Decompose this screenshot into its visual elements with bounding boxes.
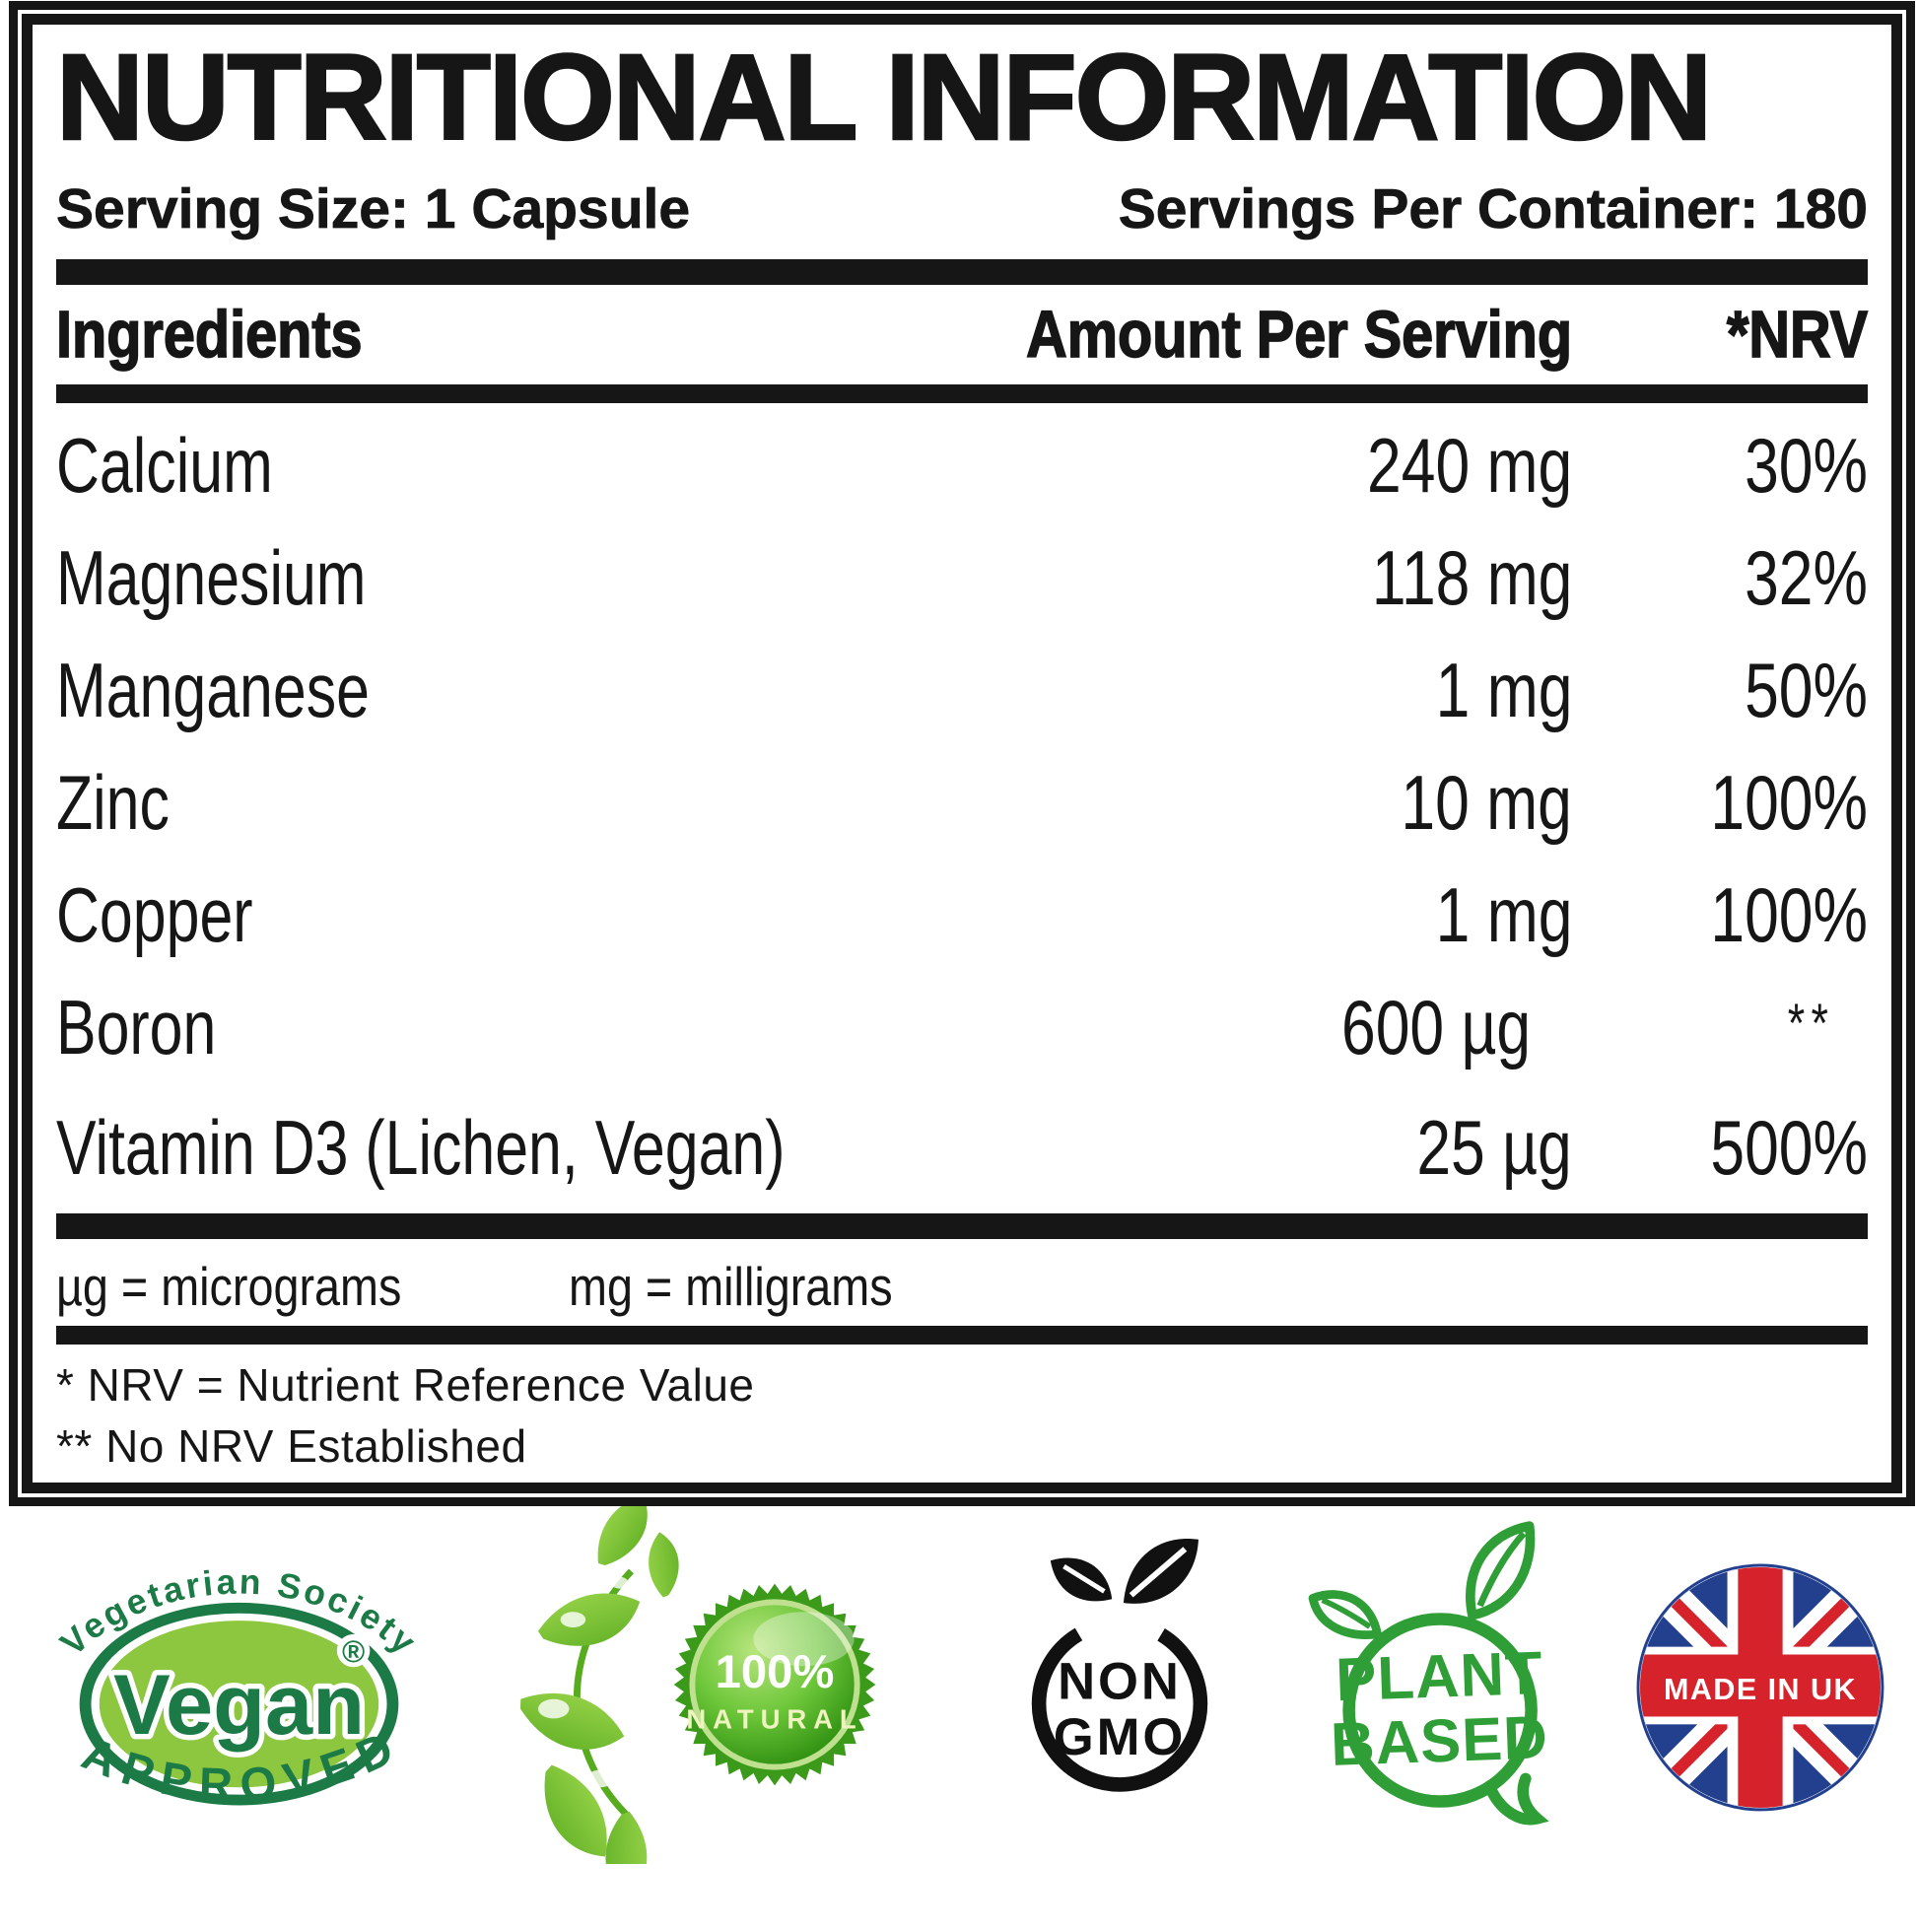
table-row: Copper 1 mg 100% (56, 859, 1868, 971)
plant-word: PLANT (1335, 1639, 1544, 1714)
vegan-ring (79, 1602, 399, 1806)
non-gmo-line1: NON (1058, 1652, 1182, 1710)
table-row: Magnesium 118 mg 32% (56, 521, 1868, 634)
leaf-outline-icon (1308, 1521, 1536, 1639)
panel-title: NUTRITIONAL INFORMATION (55, 30, 1714, 168)
divider-top (56, 258, 1868, 285)
ingredient-name: Boron (56, 983, 217, 1070)
table-row: Boron 600 µg ** (56, 971, 1868, 1091)
ingredient-amount: 240 mg (1366, 421, 1572, 509)
ingredient-amount: 10 mg (1401, 758, 1572, 846)
servings-per-container: Servings Per Container: 180 (1118, 176, 1868, 241)
table-row: Manganese 1 mg 50% (56, 634, 1868, 746)
ingredient-nrv: 100% (1710, 758, 1868, 846)
vegan-ellipse (99, 1620, 379, 1788)
ingredient-nrv: 30% (1745, 421, 1868, 509)
table-row: Zinc 10 mg 100% (56, 746, 1868, 859)
natural-percent: 100% (716, 1646, 835, 1698)
ingredient-amount: 1 mg (1435, 870, 1572, 958)
divider-header (56, 383, 1868, 403)
divider-bottom (56, 1212, 1868, 1239)
footnote-no-nrv: ** No NRV Established (56, 1419, 527, 1472)
ingredient-amount: 1 mg (1435, 646, 1572, 733)
serving-row: Serving Size: 1 Capsule Servings Per Con… (56, 176, 1869, 242)
vegan-approved-badge: ® Vegan Vegetarian Society APPROVED (52, 1561, 422, 1812)
leaves-icon (516, 1504, 696, 1864)
units-legend: µg = micrograms mg = milligrams (56, 1255, 1868, 1318)
ingredient-name: Magnesium (56, 533, 367, 621)
ingredient-name: Vitamin D3 (Lichen, Vegan) (56, 1103, 786, 1191)
col-ingredients: Ingredients (55, 297, 363, 373)
made-in-uk-label: MADE IN UK (1664, 1673, 1857, 1706)
milligrams-legend: mg = milligrams (569, 1255, 893, 1317)
table-header: Ingredients Amount Per Serving *NRV (55, 297, 1869, 373)
certification-badges: ® Vegan Vegetarian Society APPROVED (0, 1501, 1918, 1868)
table-row: Calcium 240 mg 30% (56, 409, 1868, 521)
ingredient-amount: 25 µg (1416, 1103, 1572, 1191)
natural-seal-badge: 100% NATURAL (516, 1504, 876, 1864)
col-nrv: *NRV (1726, 297, 1869, 373)
non-gmo-line2: GMO (1053, 1708, 1186, 1766)
ingredient-table: Calcium 240 mg 30% Magnesium 118 mg 32% … (56, 409, 1868, 1204)
speech-tail-icon (1483, 1772, 1549, 1826)
union-jack-icon: MADE IN UK (1640, 1566, 1881, 1808)
serving-size: Serving Size: 1 Capsule (56, 176, 691, 241)
based-word: BASED (1330, 1703, 1549, 1779)
col-amount-per-serving: Amount Per Serving (1025, 297, 1572, 373)
ingredient-name: Manganese (56, 646, 370, 733)
ingredient-nrv: 500% (1710, 1103, 1868, 1191)
divider-units (56, 1325, 1868, 1345)
table-row: Vitamin D3 (Lichen, Vegan) 25 µg 500% (56, 1091, 1868, 1204)
ingredient-nrv: 50% (1745, 646, 1868, 733)
footnote-nrv: * NRV = Nutrient Reference Value (56, 1358, 755, 1411)
ingredient-nrv: 32% (1745, 533, 1868, 621)
micrograms-legend: µg = micrograms (56, 1255, 402, 1317)
facts-panel: NUTRITIONAL INFORMATION Serving Size: 1 … (9, 1, 1915, 1506)
registered-mark-icon: ® (342, 1634, 365, 1669)
ingredient-name: Calcium (56, 421, 273, 509)
leaf-icon (1050, 1538, 1199, 1604)
facts-panel-inner: NUTRITIONAL INFORMATION Serving Size: 1 … (9, 1, 1915, 1506)
ingredient-nrv: 100% (1710, 870, 1868, 958)
ingredient-amount: 118 mg (1371, 533, 1572, 621)
natural-word: NATURAL (687, 1703, 863, 1734)
ingredient-amount: 600 µg (1340, 983, 1531, 1070)
ingredient-nrv: ** (1787, 991, 1835, 1054)
made-in-uk-badge: MADE IN UK (1636, 1563, 1884, 1812)
ingredient-name: Zinc (56, 758, 170, 846)
non-gmo-badge: NON GMO (1031, 1538, 1207, 1792)
ingredient-name: Copper (56, 870, 253, 958)
plant-based-badge: PLANT BASED (1308, 1521, 1549, 1826)
plant-circle (1342, 1612, 1538, 1808)
non-gmo-ring (1031, 1616, 1207, 1792)
vegan-word: Vegan (113, 1658, 365, 1753)
